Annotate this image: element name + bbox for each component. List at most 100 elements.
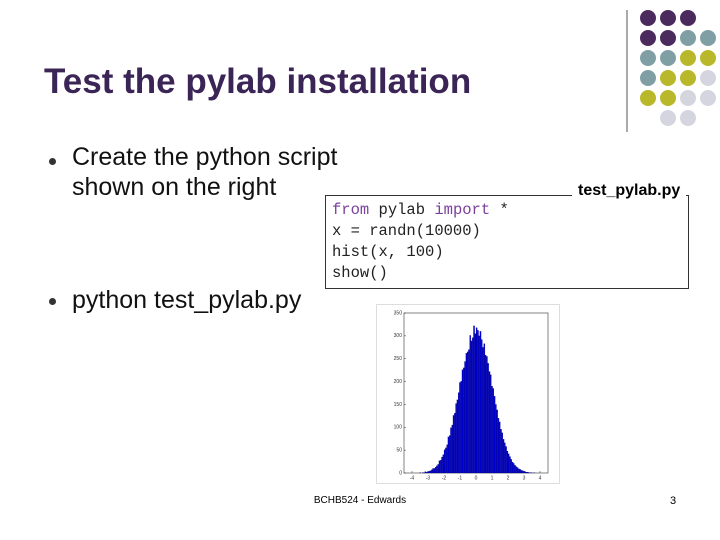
bar bbox=[449, 435, 451, 474]
code-line: from pylab import * bbox=[332, 200, 509, 221]
x-tick-label: 0 bbox=[475, 475, 478, 481]
bar bbox=[478, 335, 480, 474]
code-token: from bbox=[332, 201, 370, 219]
x-tick-label: -4 bbox=[410, 475, 415, 481]
bar bbox=[445, 447, 447, 474]
bar bbox=[520, 470, 523, 474]
bar bbox=[507, 453, 510, 474]
bar bbox=[468, 349, 470, 474]
bar bbox=[496, 409, 498, 474]
bar bbox=[516, 467, 519, 474]
bar bbox=[525, 472, 528, 474]
bar bbox=[466, 351, 469, 474]
bar bbox=[472, 337, 474, 474]
bar bbox=[482, 347, 484, 474]
y-tick-label: 0 bbox=[399, 470, 402, 476]
bar bbox=[450, 427, 452, 474]
bar bbox=[465, 353, 468, 474]
y-tick-label: 350 bbox=[394, 310, 403, 316]
y-tick-label: 250 bbox=[394, 356, 403, 362]
bar bbox=[447, 436, 450, 474]
bar bbox=[460, 381, 462, 474]
bar bbox=[481, 339, 483, 474]
bar bbox=[522, 470, 524, 474]
bar bbox=[513, 463, 515, 474]
code-box bbox=[325, 195, 689, 289]
bar bbox=[440, 460, 442, 474]
x-tick-label: 2 bbox=[507, 475, 510, 481]
bar bbox=[514, 465, 516, 474]
bar bbox=[493, 396, 496, 474]
bar bbox=[502, 439, 505, 474]
bar bbox=[484, 354, 487, 474]
code-line: x = randn(10000) bbox=[332, 221, 509, 242]
x-tick-label: -1 bbox=[458, 475, 463, 481]
bar bbox=[470, 340, 473, 474]
bar bbox=[488, 371, 491, 474]
decoration bbox=[626, 10, 716, 132]
histogram-image: 0 50 100 150 200 250 300 350 -4 -3 -2 -1 0 1 2 3 4 bbox=[376, 304, 560, 484]
code-token: hist(x, 100) bbox=[332, 243, 444, 261]
bar bbox=[500, 429, 502, 474]
bar bbox=[446, 444, 448, 474]
bar bbox=[510, 459, 512, 474]
bar bbox=[479, 331, 482, 474]
bar bbox=[523, 471, 525, 474]
bar bbox=[506, 450, 509, 474]
code: from pylab import * x = randn(10000) hist(… bbox=[332, 200, 509, 284]
code-token: show() bbox=[332, 264, 388, 282]
page-number: 3 bbox=[670, 495, 677, 507]
bar bbox=[436, 465, 438, 474]
bar bbox=[491, 386, 493, 474]
bar bbox=[441, 456, 443, 474]
bullet: python test_pylab.py bbox=[72, 286, 302, 314]
bar bbox=[443, 449, 446, 474]
bar bbox=[431, 469, 433, 474]
y-tick-label: 150 bbox=[394, 402, 403, 408]
bar bbox=[497, 418, 500, 474]
dots bbox=[640, 10, 716, 126]
bar bbox=[495, 404, 497, 474]
bar bbox=[428, 471, 430, 474]
bar bbox=[527, 472, 529, 474]
y-tick-label: 100 bbox=[394, 425, 403, 431]
code-token: import bbox=[434, 201, 491, 219]
bar bbox=[432, 468, 434, 474]
bar bbox=[456, 399, 459, 474]
y-tick-label: 200 bbox=[394, 379, 403, 385]
bar bbox=[519, 469, 521, 474]
bar bbox=[424, 471, 427, 474]
x-tick-label: -2 bbox=[442, 475, 447, 481]
x-tick-label: 3 bbox=[523, 475, 526, 481]
bar bbox=[515, 466, 518, 474]
bar bbox=[477, 330, 479, 474]
bar bbox=[490, 374, 492, 474]
bar bbox=[452, 415, 455, 474]
bar bbox=[461, 369, 464, 474]
x-tick-label: 4 bbox=[539, 475, 542, 481]
bar bbox=[426, 472, 428, 474]
bar bbox=[486, 356, 488, 474]
footer: BCHB524 - Edwards bbox=[313, 495, 407, 506]
code-filename: test_pylab.py bbox=[572, 182, 687, 200]
bar bbox=[511, 461, 514, 474]
bar bbox=[455, 403, 457, 474]
x-tick-label: 1 bbox=[491, 475, 494, 481]
bar bbox=[429, 470, 432, 474]
bar bbox=[434, 466, 437, 474]
bar bbox=[509, 456, 511, 474]
bar bbox=[469, 335, 471, 474]
bar bbox=[483, 343, 486, 474]
y-tick-label: 300 bbox=[394, 333, 403, 339]
bar bbox=[492, 388, 494, 474]
bar bbox=[438, 460, 441, 474]
bar bbox=[475, 327, 478, 474]
code-token: * bbox=[490, 201, 509, 219]
bar bbox=[427, 471, 429, 474]
code-token: x = randn(10000) bbox=[332, 222, 481, 240]
code-line: show() bbox=[332, 263, 509, 284]
bar bbox=[524, 471, 526, 474]
bar bbox=[501, 432, 503, 474]
bullet: Create the python script shown on the ri… bbox=[72, 143, 338, 201]
